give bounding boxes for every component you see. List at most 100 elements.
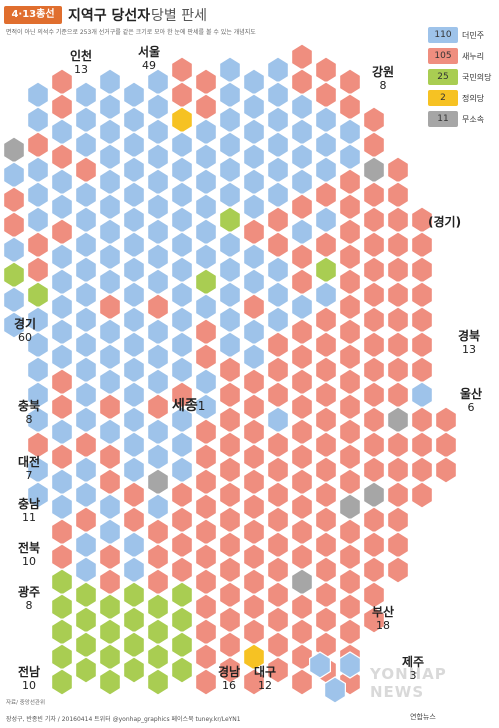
district-hex (243, 93, 265, 121)
district-hex (267, 81, 289, 109)
district-hex-jeju (324, 676, 346, 704)
district-hex (74, 256, 98, 284)
district-hex (195, 593, 217, 621)
district-hex (147, 593, 169, 621)
district-hex (315, 306, 337, 334)
district-hex (98, 593, 122, 621)
district-hex (243, 543, 265, 571)
district-hex-jeju (309, 651, 331, 679)
district-hex (243, 143, 265, 171)
district-hex (27, 306, 50, 334)
district-hex (291, 443, 313, 471)
district-hex (147, 393, 169, 421)
district-hex (363, 481, 385, 509)
district-hex (27, 381, 50, 409)
district-hex (98, 293, 122, 321)
district-hex (291, 368, 313, 396)
district-hex (27, 206, 50, 234)
district-hex (387, 156, 409, 184)
district-hex (50, 93, 74, 121)
district-hex (50, 643, 74, 671)
legend-item-justice: 2 정의당 (428, 89, 494, 107)
district-hex (219, 581, 241, 609)
district-hex (195, 468, 217, 496)
district-hex (267, 356, 289, 384)
district-hex (219, 506, 241, 534)
district-hex (98, 93, 122, 121)
district-hex (74, 431, 98, 459)
district-hex (411, 331, 433, 359)
district-hex (315, 181, 337, 209)
district-hex (363, 606, 385, 634)
district-hex (171, 206, 193, 234)
district-hex (171, 381, 193, 409)
district-hex (171, 656, 193, 684)
district-hex (122, 631, 145, 659)
district-hex (315, 206, 337, 234)
district-hex (219, 281, 241, 309)
district-hex (339, 343, 361, 371)
district-hex (98, 368, 122, 396)
district-hex (267, 306, 289, 334)
district-hex (74, 456, 98, 484)
legend: 110 더민주 105 새누리 25 국민의당 2 정의당 11 무소속 (428, 26, 494, 131)
district-hex (122, 556, 145, 584)
district-hex (411, 281, 433, 309)
district-hex (74, 81, 98, 109)
district-hex (387, 506, 409, 534)
district-hex (195, 368, 217, 396)
district-hex (74, 631, 98, 659)
district-hex (50, 143, 74, 171)
district-hex (98, 268, 122, 296)
district-hex (122, 531, 145, 559)
district-hex (363, 356, 385, 384)
district-hex (147, 193, 169, 221)
district-hex (171, 81, 193, 109)
district-hex (171, 131, 193, 159)
district-hex (195, 493, 217, 521)
district-hex (147, 643, 169, 671)
region-label-gyeongbuk: 경북 13 (458, 329, 481, 357)
district-hex (195, 393, 217, 421)
district-hex (339, 468, 361, 496)
district-hex (219, 631, 241, 659)
district-hex (27, 406, 50, 434)
legend-label: 국민의당 (462, 72, 492, 82)
district-hex (171, 406, 193, 434)
region-label-daegu: 대구 12 (254, 665, 277, 693)
district-hex (339, 193, 361, 221)
page-subtitle: 면적이 아닌 의석수 기준으로 253개 선거구를 같은 크기로 모아 한 눈에… (6, 29, 256, 36)
district-hex (27, 131, 50, 159)
legend-swatch: 110 (428, 27, 458, 43)
district-hex (243, 593, 265, 621)
district-hex (315, 81, 337, 109)
district-hex (195, 543, 217, 571)
district-hex (50, 393, 74, 421)
district-hex (195, 68, 217, 96)
district-hex (243, 293, 265, 321)
district-hex (171, 306, 193, 334)
district-hex (363, 131, 385, 159)
district-hex (50, 518, 74, 546)
district-hex (315, 456, 337, 484)
district-hex (122, 306, 145, 334)
district-hex (122, 231, 145, 259)
district-hex (267, 606, 289, 634)
district-hex (291, 193, 313, 221)
district-hex (219, 81, 241, 109)
district-hex (219, 456, 241, 484)
district-hex (387, 556, 409, 584)
district-hex (171, 106, 193, 134)
district-hex (50, 293, 74, 321)
district-hex (291, 618, 313, 646)
district-hex (339, 93, 361, 121)
district-hex (98, 643, 122, 671)
district-hex (122, 506, 145, 534)
district-hex (339, 68, 361, 96)
district-hex (435, 406, 457, 434)
district-hex (339, 593, 361, 621)
district-hex (195, 218, 217, 246)
district-hex (147, 243, 169, 271)
district-hex (219, 256, 241, 284)
district-hex (243, 393, 265, 421)
